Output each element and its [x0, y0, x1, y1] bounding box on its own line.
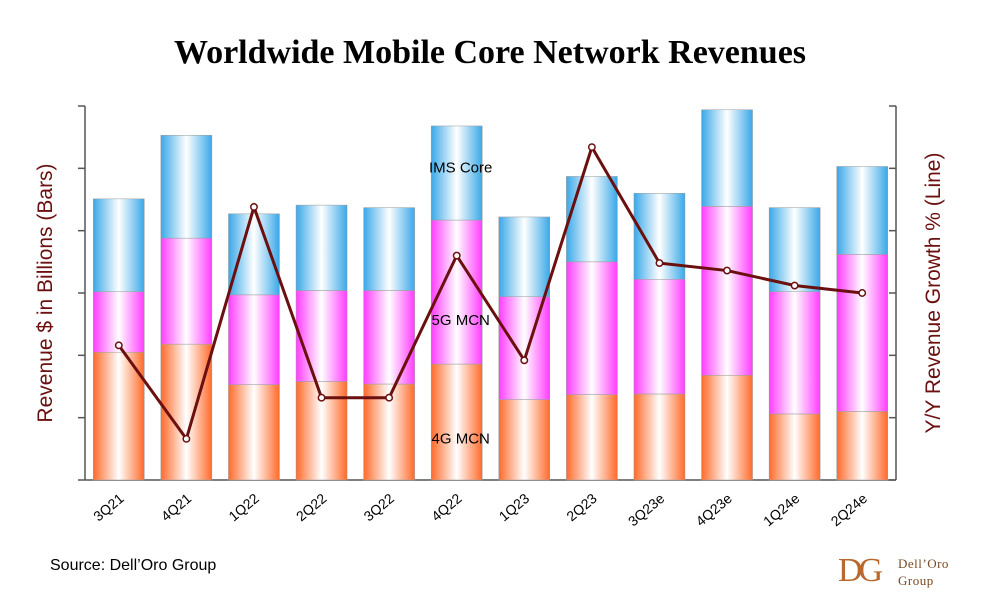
dell-oro-logo: DG Dell’Oro Group	[838, 552, 988, 592]
bar-ims-core-3q21	[93, 198, 145, 293]
x-tick-label: 4Q22	[428, 490, 465, 524]
bar-4g-mcn-1q24e	[768, 413, 821, 481]
growth-point-1q24e	[790, 281, 799, 290]
growth-point-2q23	[587, 143, 596, 152]
growth-point-3q22	[385, 393, 394, 402]
bar-5g-mcn-2q24e	[836, 254, 888, 412]
bar-5g-mcn-1q24e	[768, 291, 821, 415]
bar-ims-core-3q22	[363, 207, 415, 291]
chart-title: Worldwide Mobile Core Network Revenues	[173, 34, 807, 71]
bar-5g-mcn-3q22	[363, 290, 415, 385]
x-tick-label: 1Q23	[496, 490, 533, 524]
growth-point-2q22	[317, 393, 326, 402]
bar-5g-mcn-3q23e	[633, 279, 686, 395]
bar-4g-mcn-1q23	[498, 399, 551, 481]
logo-line-1: Dell’Oro	[898, 556, 949, 571]
bar-ims-core-2q24e	[836, 166, 888, 255]
x-tick-label: 3Q21	[90, 490, 127, 524]
bar-5g-mcn-2q23	[566, 261, 618, 395]
bar-5g-mcn-4q21	[160, 237, 213, 345]
growth-line-series	[114, 143, 867, 443]
growth-point-1q23	[520, 356, 529, 365]
series-label-4g-mcn: 4G MCN	[432, 430, 490, 447]
bar-ims-core-2q23	[566, 176, 618, 263]
x-tick-label: 3Q22	[361, 490, 398, 524]
growth-line	[117, 143, 863, 443]
x-tick-labels: 3Q21 4Q21 1Q22 2Q22 3Q22 4Q22 1Q23 2Q23 3Q23e 4Q2…	[90, 490, 870, 529]
bar-ims-core-4q23e	[701, 109, 753, 207]
bar-4g-mcn-4q21	[160, 343, 213, 481]
y-axis-label-right: Y/Y Revenue Growth % (Line)	[922, 153, 945, 434]
bar-4g-mcn-2q23	[566, 394, 618, 481]
bar-5g-mcn-4q23e	[701, 206, 753, 376]
bar-4g-mcn-1q22	[228, 384, 280, 481]
x-tick-label: 4Q23e	[692, 490, 735, 529]
bar-4g-mcn-4q22	[430, 363, 483, 481]
bar-ims-core-2q22	[295, 204, 348, 291]
growth-point-4q22	[452, 251, 461, 260]
bar-4g-mcn-3q21	[93, 351, 145, 481]
growth-point-1q22	[250, 203, 258, 211]
growth-point-4q21	[182, 434, 191, 443]
x-tick-label: 1Q22	[225, 490, 262, 524]
x-tick-label: 4Q21	[158, 490, 195, 524]
x-tick-label: 3Q23e	[625, 490, 668, 529]
x-tick-label: 1Q24e	[760, 490, 803, 529]
axis-ticks	[78, 105, 896, 481]
bar-ims-core-4q21	[160, 135, 213, 239]
growth-point-4q23e	[723, 266, 731, 275]
bar-5g-mcn-2q22	[295, 290, 348, 382]
bar-4g-mcn-3q23e	[633, 393, 686, 481]
bar-5g-mcn-1q23	[498, 296, 551, 400]
bar-ims-core-1q24e	[768, 207, 821, 293]
y-axis-label-left: Revenue $ in Billions (Bars)	[34, 163, 57, 422]
bar-4g-mcn-2q24e	[836, 411, 888, 481]
series-label-ims-core: IMS Core	[429, 159, 492, 176]
x-tick-label: 2Q22	[293, 490, 330, 524]
bar-ims-core-1q23	[498, 216, 551, 297]
bar-5g-mcn-1q22	[228, 294, 280, 385]
logo-mark: DG	[838, 552, 883, 589]
x-tick-label: 2Q23	[563, 490, 600, 524]
x-tick-label: 2Q24e	[828, 490, 871, 529]
growth-point-3q23e	[655, 259, 664, 268]
series-label-5g-mcn: 5G MCN	[432, 312, 490, 329]
growth-point-2q24e	[858, 289, 867, 297]
bar-ims-core-4q22	[430, 125, 483, 221]
bar-4g-mcn-4q23e	[701, 375, 753, 481]
source-note: Source: Dell’Oro Group	[50, 557, 217, 574]
growth-point-3q21	[114, 341, 123, 350]
series-labels: 4G MCN 5G MCN IMS Core	[429, 159, 492, 447]
logo-line-2: Group	[898, 573, 934, 588]
